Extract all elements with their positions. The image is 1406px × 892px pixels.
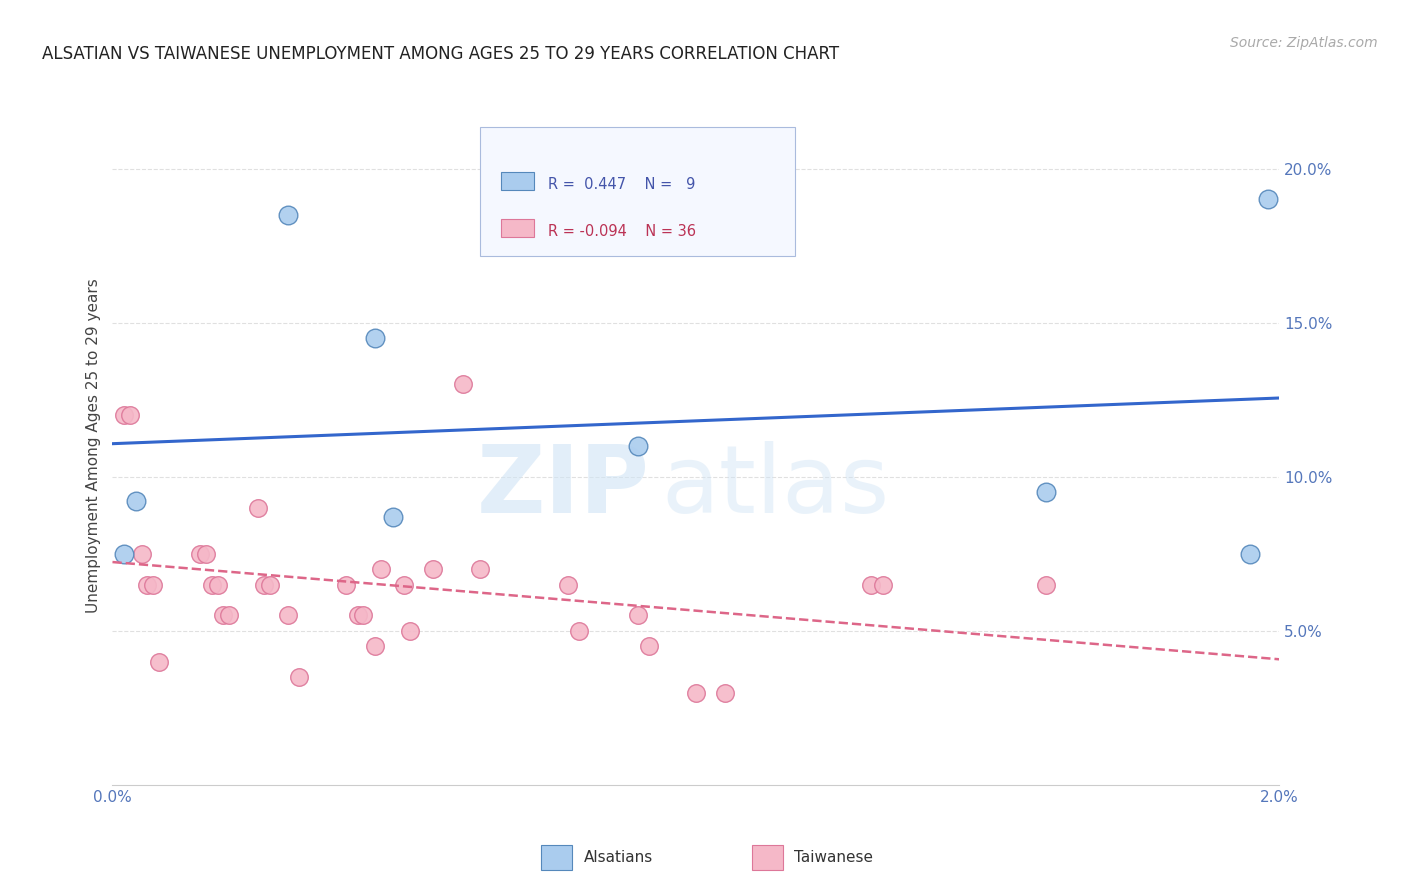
Point (685, 685, 707, 699)
Point (188, 547, 211, 561)
Text: Source: ZipAtlas.com: Source: ZipAtlas.com (1230, 36, 1378, 50)
Y-axis label: Unemployment Among Ages 25 to 29 years: Unemployment Among Ages 25 to 29 years (86, 278, 101, 614)
Point (259, 577, 281, 591)
Point (568, 624, 591, 638)
Point (136, 577, 159, 591)
Point (276, 608, 298, 623)
Point (381, 509, 404, 524)
Point (247, 500, 270, 515)
Point (872, 577, 894, 591)
Point (364, 331, 387, 345)
Point (370, 562, 392, 576)
Point (125, 494, 148, 508)
Point (194, 547, 217, 561)
Point (276, 208, 298, 222)
Point (1257, 193, 1279, 207)
Point (399, 624, 422, 638)
Point (1035, 485, 1057, 500)
FancyBboxPatch shape (479, 128, 796, 256)
FancyBboxPatch shape (501, 172, 534, 190)
Point (253, 577, 276, 591)
Point (364, 640, 387, 654)
Point (148, 655, 170, 669)
Point (468, 562, 491, 576)
Text: ALSATIAN VS TAIWANESE UNEMPLOYMENT AMONG AGES 25 TO 29 YEARS CORRELATION CHART: ALSATIAN VS TAIWANESE UNEMPLOYMENT AMONG… (42, 45, 839, 62)
Point (288, 670, 311, 684)
Point (627, 439, 650, 453)
Point (394, 577, 416, 591)
Point (218, 608, 240, 623)
Point (112, 408, 135, 422)
Point (112, 547, 135, 561)
Point (451, 377, 474, 392)
Point (142, 577, 165, 591)
Point (859, 577, 883, 591)
FancyBboxPatch shape (501, 219, 534, 237)
Point (557, 577, 579, 591)
Point (346, 608, 368, 623)
Point (352, 608, 374, 623)
Point (201, 577, 224, 591)
Text: Taiwanese: Taiwanese (794, 850, 873, 864)
Text: atlas: atlas (661, 441, 889, 533)
Point (422, 562, 444, 576)
Point (638, 640, 661, 654)
Point (212, 608, 235, 623)
Point (207, 577, 229, 591)
Point (131, 547, 153, 561)
Point (118, 408, 141, 422)
Text: R = -0.094    N = 36: R = -0.094 N = 36 (548, 224, 696, 239)
Point (1035, 577, 1057, 591)
Point (627, 608, 650, 623)
Text: R =  0.447    N =   9: R = 0.447 N = 9 (548, 177, 695, 192)
Point (1239, 547, 1261, 561)
Point (714, 685, 737, 699)
Text: Alsatians: Alsatians (583, 850, 652, 864)
Text: ZIP: ZIP (477, 441, 650, 533)
Point (335, 577, 357, 591)
